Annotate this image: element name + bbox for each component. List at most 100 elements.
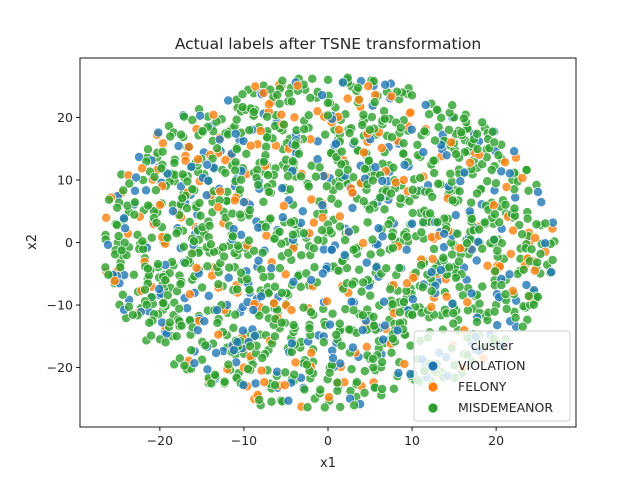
point-misdemeanor xyxy=(219,376,230,387)
point-violation xyxy=(306,275,317,285)
point-misdemeanor xyxy=(321,181,332,192)
point-misdemeanor xyxy=(237,89,248,100)
point-misdemeanor xyxy=(387,299,398,310)
point-misdemeanor xyxy=(531,219,542,230)
point-felony xyxy=(250,81,261,92)
point-misdemeanor xyxy=(443,124,454,135)
point-felony xyxy=(264,99,274,110)
point-felony xyxy=(361,341,372,352)
point-misdemeanor xyxy=(431,104,442,115)
point-misdemeanor xyxy=(307,73,318,84)
y-tick-label: 0 xyxy=(65,235,73,250)
point-violation xyxy=(426,267,437,278)
point-misdemeanor xyxy=(526,244,537,255)
point-violation xyxy=(347,203,358,213)
point-misdemeanor xyxy=(334,318,345,329)
point-misdemeanor xyxy=(425,208,436,219)
point-misdemeanor xyxy=(322,97,333,108)
point-felony xyxy=(402,278,412,289)
point-misdemeanor xyxy=(492,245,503,256)
point-misdemeanor xyxy=(327,308,338,319)
point-violation xyxy=(370,162,381,173)
point-misdemeanor xyxy=(344,128,355,139)
point-misdemeanor xyxy=(230,157,241,168)
point-violation xyxy=(250,378,261,389)
point-violation xyxy=(232,337,243,348)
point-violation xyxy=(120,223,131,234)
point-misdemeanor xyxy=(298,302,309,313)
point-misdemeanor xyxy=(265,213,276,224)
point-misdemeanor xyxy=(320,129,331,140)
point-misdemeanor xyxy=(144,317,155,328)
point-violation xyxy=(238,197,249,208)
point-misdemeanor xyxy=(388,383,399,394)
point-misdemeanor xyxy=(444,262,455,273)
point-misdemeanor xyxy=(174,303,185,314)
point-misdemeanor xyxy=(486,165,497,175)
point-misdemeanor xyxy=(276,287,287,298)
point-misdemeanor xyxy=(447,100,458,111)
point-misdemeanor xyxy=(187,115,198,125)
legend-label-violation: VIOLATION xyxy=(458,358,525,373)
point-violation xyxy=(521,280,532,290)
point-misdemeanor xyxy=(477,117,488,128)
point-felony xyxy=(137,163,148,174)
point-violation xyxy=(450,210,461,221)
point-misdemeanor xyxy=(260,222,271,232)
point-misdemeanor xyxy=(287,229,298,240)
point-violation xyxy=(339,250,350,260)
point-violation xyxy=(496,166,507,177)
point-misdemeanor xyxy=(368,353,378,364)
point-misdemeanor xyxy=(416,260,427,271)
point-misdemeanor xyxy=(177,193,188,204)
point-misdemeanor xyxy=(357,310,368,321)
scatter-points xyxy=(100,72,560,413)
point-misdemeanor xyxy=(177,169,188,180)
point-misdemeanor xyxy=(164,317,175,328)
point-violation xyxy=(325,319,335,330)
point-misdemeanor xyxy=(532,291,543,302)
point-misdemeanor xyxy=(220,167,231,178)
point-violation xyxy=(343,226,354,237)
point-felony xyxy=(363,81,374,92)
point-misdemeanor xyxy=(149,172,160,182)
point-misdemeanor xyxy=(118,185,129,196)
point-misdemeanor xyxy=(494,217,505,228)
point-violation xyxy=(272,366,283,377)
point-misdemeanor xyxy=(332,377,343,388)
point-violation xyxy=(266,263,277,274)
point-misdemeanor xyxy=(137,236,148,247)
point-misdemeanor xyxy=(438,252,449,263)
point-misdemeanor xyxy=(369,320,379,331)
point-felony xyxy=(259,377,270,388)
y-tick-label: 20 xyxy=(57,110,73,125)
point-violation xyxy=(357,325,368,336)
x-tick-label: 20 xyxy=(488,433,504,448)
point-misdemeanor xyxy=(242,364,253,374)
point-felony xyxy=(354,94,364,105)
point-misdemeanor xyxy=(317,225,327,236)
legend-title: cluster xyxy=(471,338,514,353)
point-misdemeanor xyxy=(303,181,314,192)
point-misdemeanor xyxy=(195,210,206,221)
point-violation xyxy=(153,127,164,138)
point-misdemeanor xyxy=(115,262,126,273)
point-misdemeanor xyxy=(417,282,428,293)
point-felony xyxy=(158,138,168,149)
point-misdemeanor xyxy=(363,155,374,166)
point-misdemeanor xyxy=(116,245,127,256)
point-misdemeanor xyxy=(523,185,534,196)
point-misdemeanor xyxy=(257,353,268,363)
point-misdemeanor xyxy=(407,208,418,218)
point-misdemeanor xyxy=(258,196,269,207)
point-misdemeanor xyxy=(430,135,440,146)
point-felony xyxy=(258,88,269,98)
point-misdemeanor xyxy=(358,277,369,288)
point-misdemeanor xyxy=(309,262,320,273)
point-felony xyxy=(308,217,319,228)
point-felony xyxy=(184,289,195,300)
point-misdemeanor xyxy=(151,217,162,228)
point-felony xyxy=(278,200,289,211)
point-misdemeanor xyxy=(249,245,259,256)
